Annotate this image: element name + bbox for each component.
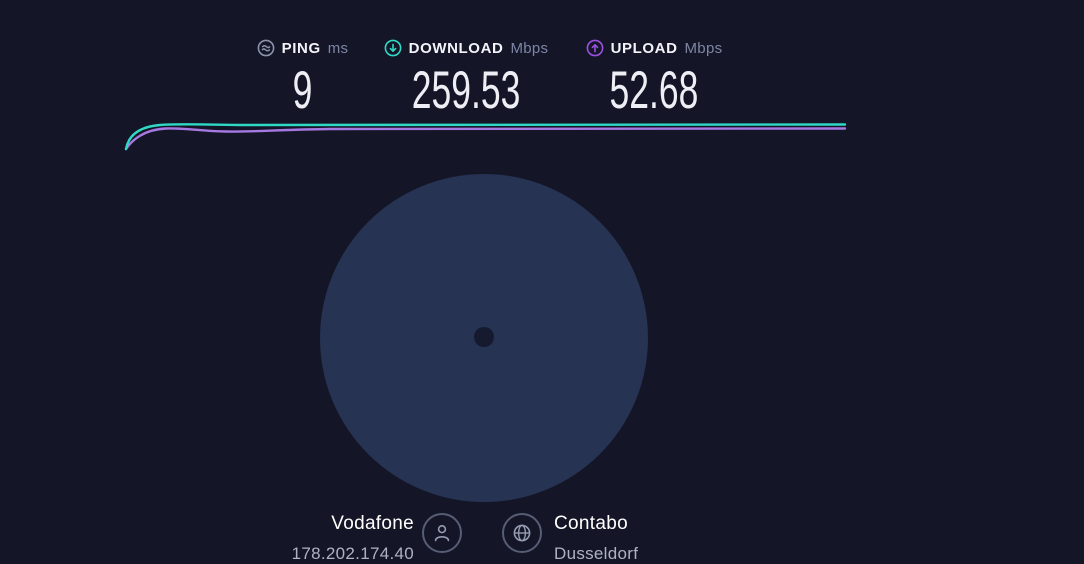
ping-icon [257,39,275,57]
isp-ip: 178.202.174.40 [291,544,414,563]
isp-name: Vodafone [331,513,414,534]
server-name: Contabo [554,513,628,534]
ping-value: 9 [292,61,313,120]
globe-icon [502,513,542,553]
user-icon [422,513,462,553]
upload-unit: Mbps [684,39,723,57]
upload-line [124,127,847,151]
server-location: Dusseldorf [554,544,639,563]
download-value: 259.53 [411,61,521,120]
upload-result: UPLOAD Mbps 52.68 [578,38,730,118]
ping-label: PING [281,39,321,57]
download-arrow-icon [384,39,402,57]
server-info: Contabo Dusseldorf [554,512,814,564]
host-location-dot [474,327,494,347]
download-label: DOWNLOAD [408,39,504,57]
speed-graph [124,123,847,151]
upload-value: 52.68 [609,61,699,120]
upload-label: UPLOAD [610,39,678,57]
download-unit: Mbps [510,39,549,57]
isp-info: Vodafone 178.202.174.40 [150,512,414,564]
ping-result: PING ms 9 [245,38,360,118]
upload-arrow-icon [586,39,604,57]
download-result: DOWNLOAD Mbps 259.53 [384,38,549,120]
ping-unit: ms [327,39,349,57]
download-line [124,123,847,151]
